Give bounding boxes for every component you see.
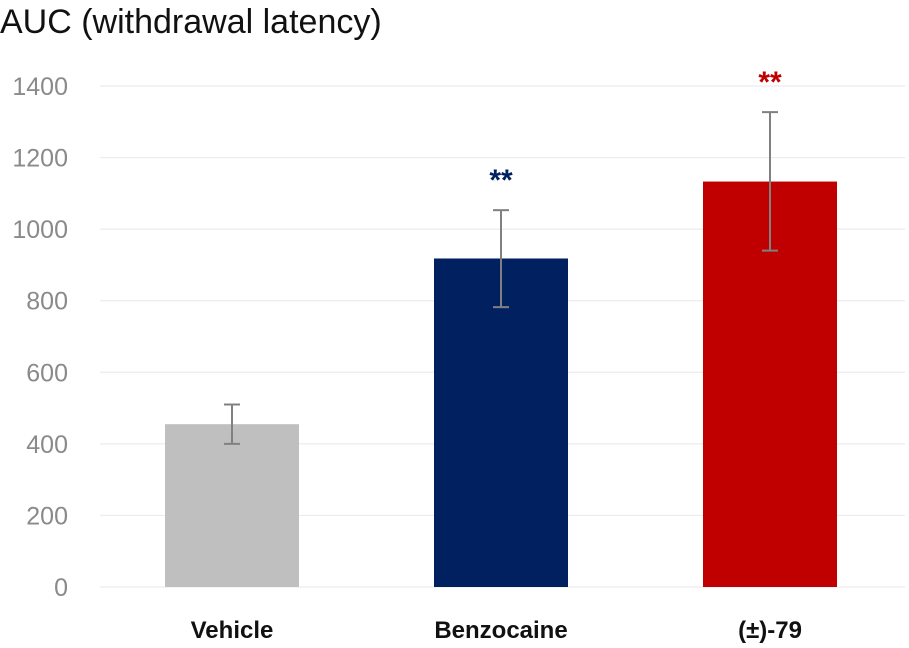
y-tick-label: 800 (26, 288, 68, 316)
x-category-label: (±)-79 (738, 617, 802, 644)
significance-markers: ** ** (489, 66, 782, 197)
chart-title: AUC (withdrawal latency) (0, 3, 382, 41)
significance-marker: ** (489, 164, 513, 197)
y-tick-label: 1200 (12, 145, 68, 173)
bar-0 (165, 424, 299, 587)
error-bars (224, 111, 778, 445)
bar-1 (434, 258, 568, 587)
y-tick-label: 1000 (12, 216, 68, 244)
y-tick-label: 0 (54, 574, 68, 602)
x-category-label: Vehicle (191, 617, 274, 644)
x-axis-labels: Vehicle Benzocaine (±)-79 (191, 617, 802, 644)
significance-marker: ** (758, 66, 782, 99)
y-tick-label: 400 (26, 431, 68, 459)
y-tick-label: 200 (26, 502, 68, 530)
y-tick-label: 1400 (12, 73, 68, 101)
x-category-label: Benzocaine (434, 617, 567, 644)
y-tick-label: 600 (26, 359, 68, 387)
bars (165, 181, 837, 587)
y-axis-ticks: 0 200 400 600 800 1000 1200 1400 (12, 73, 68, 602)
